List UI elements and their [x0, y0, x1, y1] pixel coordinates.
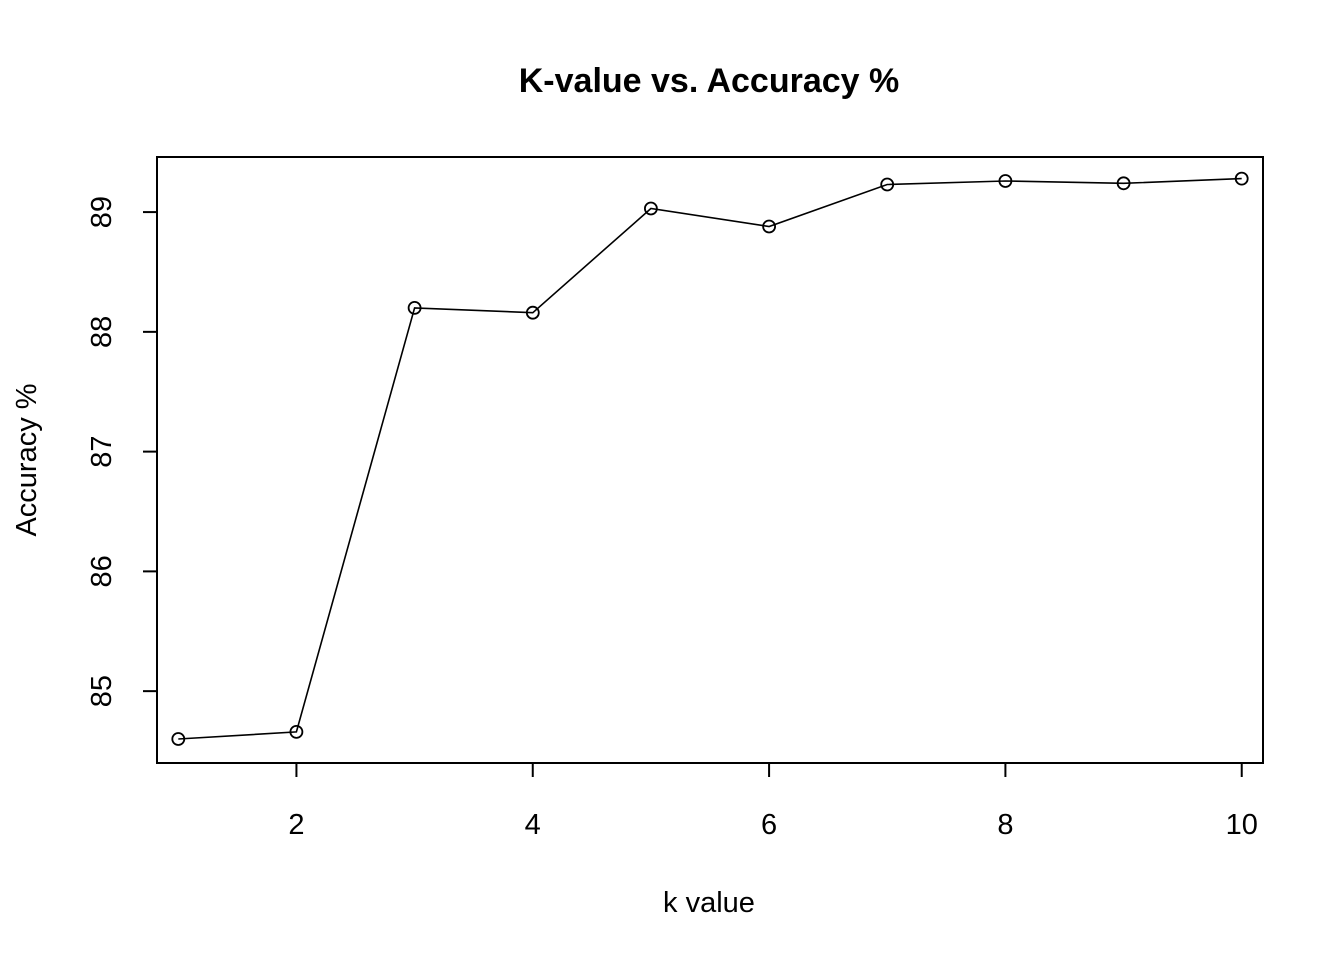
x-tick-label: 2 [288, 809, 304, 841]
data-point [1234, 171, 1249, 186]
x-tick-label: 8 [997, 809, 1013, 841]
x-axis: 2 4 6 8 10 [288, 762, 1258, 841]
x-tick-label: 6 [761, 809, 777, 841]
series-group [171, 171, 1249, 746]
y-axis: 85 86 87 88 89 [86, 196, 158, 707]
chart-title: K-value vs. Accuracy % [519, 62, 900, 100]
x-axis-label: k value [663, 887, 755, 919]
x-tick-label: 4 [525, 809, 541, 841]
y-tick-label: 88 [86, 316, 118, 348]
data-point [1116, 176, 1131, 191]
data-point [289, 725, 304, 739]
y-tick-label: 87 [86, 435, 118, 467]
data-point [171, 732, 186, 746]
data-point [762, 219, 776, 234]
data-point [407, 300, 422, 315]
y-tick-label: 89 [86, 196, 118, 228]
x-tick-label: 10 [1226, 809, 1258, 841]
plot-frame [156, 156, 1264, 764]
data-point [644, 201, 658, 216]
y-axis-label: Accuracy % [11, 383, 43, 536]
y-tick-label: 85 [86, 675, 118, 707]
data-point [998, 174, 1013, 188]
y-tick-label: 86 [86, 555, 118, 587]
series-line [178, 177, 1242, 740]
data-point [525, 305, 540, 320]
data-point [880, 177, 895, 192]
